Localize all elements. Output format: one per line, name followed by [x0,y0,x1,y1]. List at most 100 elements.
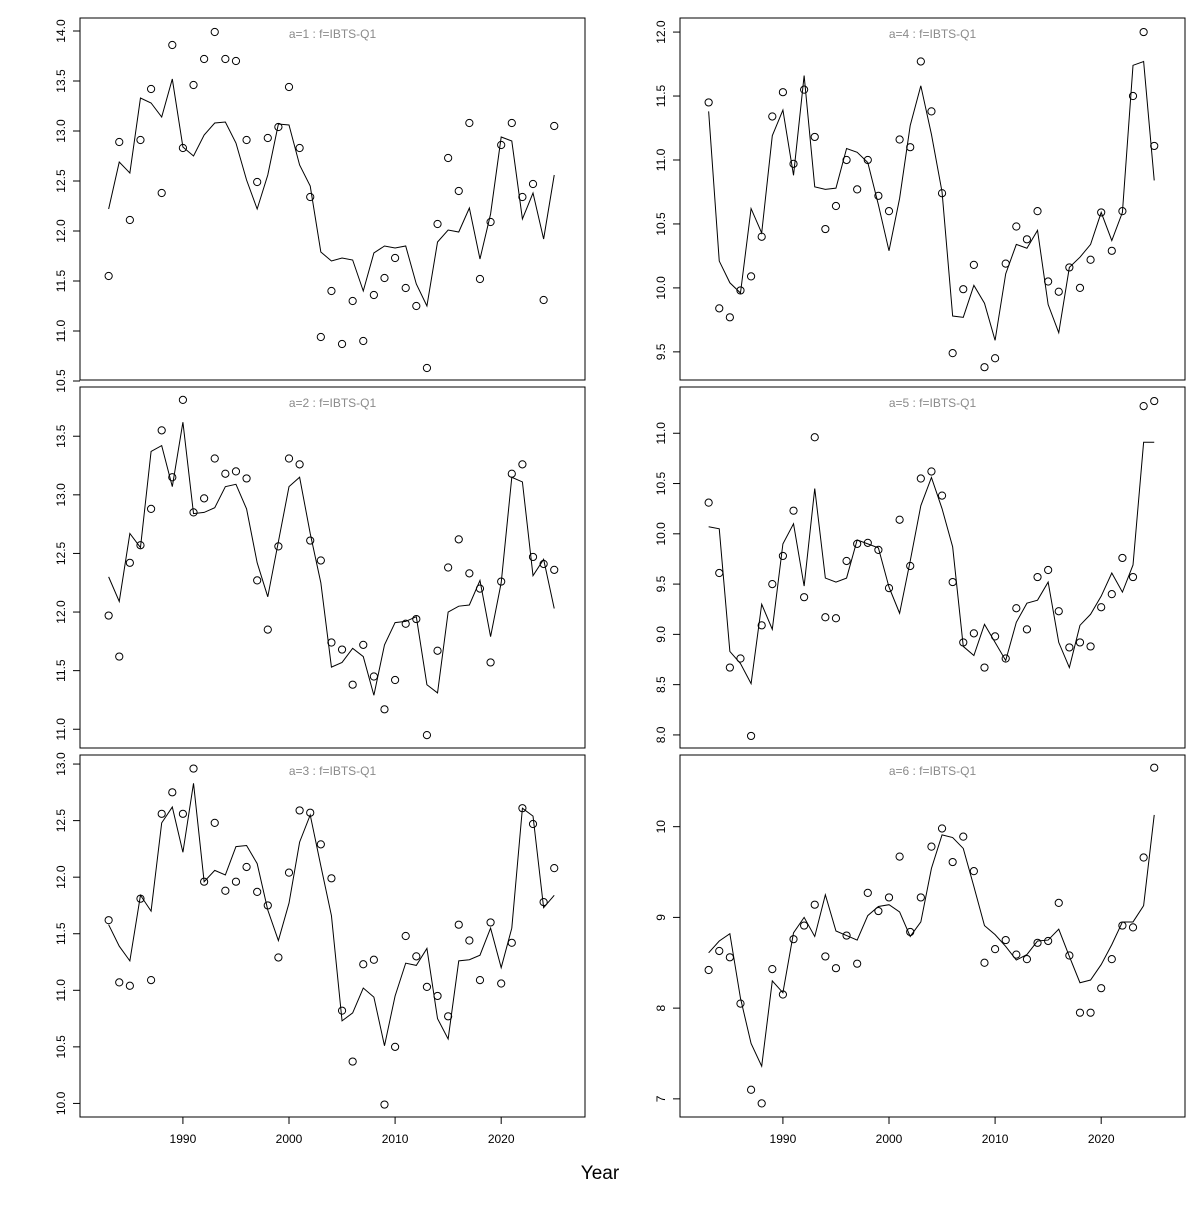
observed-point [778,551,788,561]
observed-point [507,469,516,478]
x-tick-label: 1990 [770,1132,797,1146]
observed-point [768,965,777,974]
y-tick-label: 7 [654,1095,668,1102]
observed-point [115,137,124,147]
y-tick-label: 12.0 [54,865,68,889]
observed-point [969,260,978,269]
observed-point [704,498,713,507]
panel-title: a=1 : f=IBTS-Q1 [289,27,377,41]
observed-point [1022,955,1032,964]
observed-point [1118,553,1127,563]
observed-point [528,552,538,562]
y-tick-label: 11.5 [54,659,68,682]
observed-point [1075,283,1085,293]
observed-point [884,584,894,593]
observed-point [104,916,113,925]
observed-point [369,290,378,300]
observed-point [401,619,410,628]
observed-point [550,864,559,873]
observed-point [221,886,230,895]
observed-point [916,893,925,902]
observed-point [221,54,230,64]
panel-title: a=2 : f=IBTS-Q1 [289,396,377,410]
observed-point [486,918,495,927]
observed-point [369,672,378,681]
observed-point [380,1100,389,1109]
observed-point [401,283,410,293]
observed-point [990,945,1000,954]
observed-point [1075,638,1085,647]
y-tick-label: 13.5 [54,69,68,93]
observed-point [210,818,219,827]
observed-point [454,186,463,196]
observed-point [454,535,463,544]
observed-point [231,467,241,476]
observed-point [518,460,527,469]
y-tick-label: 11.0 [54,718,68,741]
y-tick-label: 10.5 [654,472,668,496]
observed-point [1139,853,1148,862]
observed-point [874,545,883,555]
observed-point [528,819,538,829]
observed-point [284,82,294,92]
observed-point [874,906,883,916]
y-tick-label: 9.5 [654,343,668,360]
y-tick-label: 9.0 [654,626,668,643]
observed-point [178,395,188,404]
observed-point [715,304,724,313]
observed-point [337,1006,347,1015]
observed-point [937,824,947,833]
observed-point [231,56,241,66]
observed-point [746,1085,756,1094]
observed-point [937,491,947,500]
plot-frame [679,386,1186,749]
observed-point [959,285,968,294]
observed-point [800,921,809,930]
observed-point [778,88,788,97]
observed-point [789,159,798,168]
observed-point [242,135,251,145]
observed-point [1150,396,1159,406]
observed-point [168,40,177,50]
observed-point [927,467,936,476]
plot-frame [79,386,586,749]
observed-point [390,1042,400,1051]
observed-point [539,295,548,305]
observed-point [1128,923,1138,932]
observed-point [853,959,862,968]
observed-point [959,832,968,841]
panel: a=3 : f=IBTS-Q1 10.0 10.5 11.0 11.5 12.0 12.5 1… [54,752,586,1146]
observed-point [284,454,294,463]
y-tick-label: 12.5 [54,169,68,193]
observed-point [715,568,724,578]
observed-point [736,286,745,295]
observed-point [831,201,841,211]
observed-point [1065,951,1074,960]
observed-point [125,981,134,990]
observed-point [486,658,495,667]
observed-point [948,349,957,358]
observed-point [550,565,559,574]
observed-point [390,253,400,263]
observed-point [475,274,485,284]
observed-point [348,1057,357,1066]
y-tick-label: 14.0 [54,19,68,43]
observed-point [115,652,124,661]
observed-point [821,224,830,234]
observed-point [422,363,432,373]
observed-point [810,433,819,442]
observed-point [178,809,188,818]
observed-point [810,132,819,142]
observed-point [104,611,113,620]
observed-point [253,576,262,585]
y-tick-label: 11.5 [54,922,68,945]
observed-point [980,958,989,967]
y-tick-label: 9.5 [654,575,668,592]
observed-point [842,931,851,940]
observed-point [768,579,777,589]
observed-point [757,1099,766,1108]
observed-point [327,286,336,296]
observed-point [821,613,830,622]
observed-point [1128,91,1138,101]
